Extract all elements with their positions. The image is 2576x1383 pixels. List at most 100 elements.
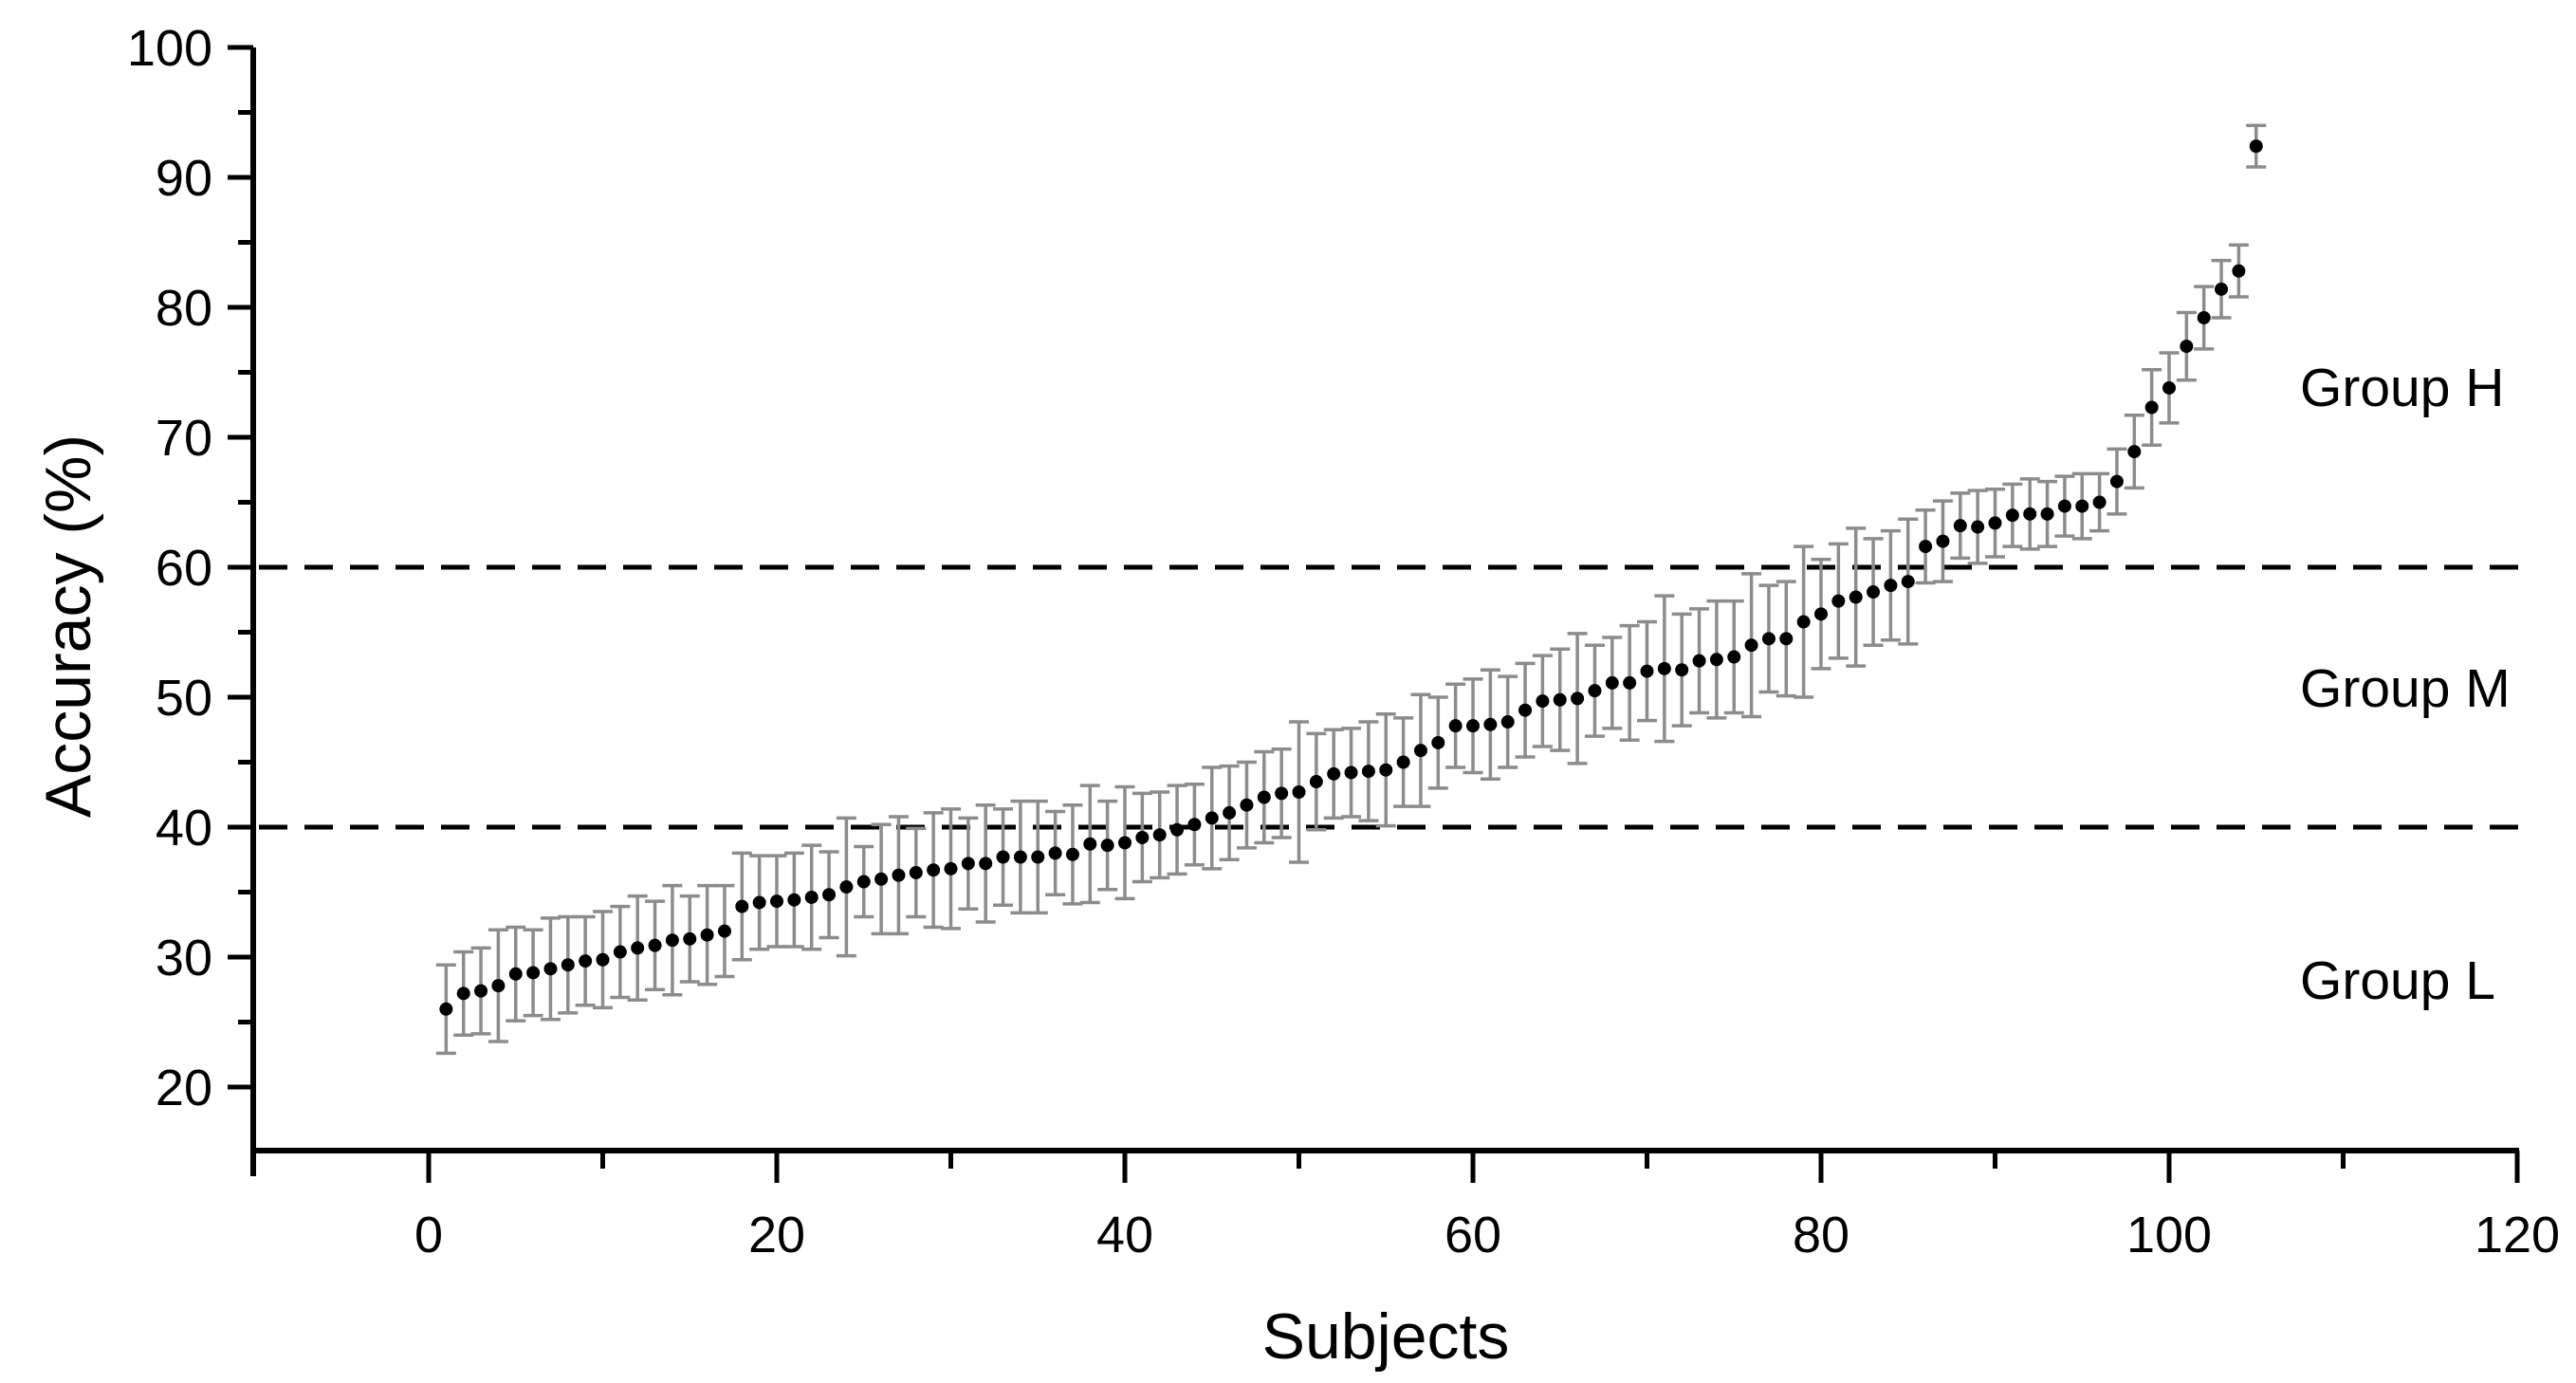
tick-marks bbox=[228, 45, 2520, 1183]
data-point bbox=[1779, 632, 1794, 646]
y-tick-label: 70 bbox=[156, 410, 212, 467]
x-axis-title: Subjects bbox=[1262, 1300, 1510, 1373]
data-point bbox=[1344, 765, 1358, 780]
y-tick-label: 80 bbox=[156, 280, 212, 337]
data-point bbox=[596, 952, 610, 967]
annotation-group-h: Group H bbox=[2300, 358, 2504, 418]
data-point bbox=[665, 933, 679, 948]
data-point bbox=[1936, 534, 1950, 548]
data-point bbox=[1709, 653, 1723, 667]
y-tick-label: 30 bbox=[156, 930, 212, 987]
data-point bbox=[1536, 694, 1550, 709]
data-point bbox=[1013, 850, 1027, 864]
data-point bbox=[1831, 594, 1846, 608]
data-point bbox=[1083, 837, 1097, 851]
data-point bbox=[1275, 786, 1289, 801]
data-point bbox=[1135, 830, 1150, 844]
data-point bbox=[1483, 717, 1498, 731]
y-tick-label: 20 bbox=[156, 1060, 212, 1116]
data-point bbox=[1727, 650, 1741, 664]
data-point bbox=[1761, 632, 1776, 646]
data-point bbox=[1884, 579, 1898, 593]
data-point bbox=[2144, 400, 2159, 415]
data-point bbox=[613, 945, 627, 959]
x-tick-label: 120 bbox=[2475, 1207, 2560, 1263]
data-point bbox=[909, 865, 923, 879]
data-point bbox=[1205, 811, 1219, 825]
data-point bbox=[1048, 846, 1062, 860]
y-tick-label: 90 bbox=[156, 150, 212, 207]
data-point bbox=[474, 984, 488, 998]
data-point bbox=[1500, 715, 1515, 729]
data-point bbox=[1796, 615, 1811, 629]
reference-lines bbox=[259, 564, 2519, 830]
data-point bbox=[927, 863, 941, 877]
data-points bbox=[439, 139, 2263, 1016]
data-point bbox=[752, 895, 766, 910]
data-point bbox=[1692, 654, 1706, 668]
axes bbox=[250, 47, 2519, 1176]
tick-labels: 0 20 40 60 80 100 120 20 30 40 50 60 70 80 90 100 bbox=[127, 20, 2560, 1263]
data-point bbox=[2057, 499, 2071, 513]
data-point bbox=[996, 850, 1010, 864]
data-point bbox=[1361, 765, 1375, 779]
x-tick-label: 100 bbox=[2126, 1207, 2212, 1263]
y-tick-label: 100 bbox=[127, 20, 212, 77]
data-point bbox=[1379, 763, 1393, 777]
data-point bbox=[2040, 507, 2054, 521]
data-point bbox=[944, 861, 958, 876]
data-point bbox=[1971, 520, 1985, 534]
data-point bbox=[892, 868, 906, 882]
data-point bbox=[1240, 798, 1254, 812]
data-point bbox=[1396, 755, 1410, 769]
data-point bbox=[1309, 775, 1323, 789]
data-point bbox=[1187, 818, 1202, 832]
data-point bbox=[700, 928, 714, 942]
data-point bbox=[2023, 507, 2037, 521]
data-point bbox=[1518, 703, 1533, 717]
data-point bbox=[561, 958, 575, 972]
data-point bbox=[1588, 684, 1602, 698]
data-point bbox=[2180, 340, 2194, 354]
data-point bbox=[1623, 675, 1637, 690]
data-point bbox=[2249, 139, 2263, 154]
data-point bbox=[1327, 766, 1341, 781]
data-point bbox=[1744, 638, 1758, 653]
data-point bbox=[804, 890, 819, 904]
data-point bbox=[648, 938, 662, 952]
annotations: Group H Group M Group L bbox=[2300, 358, 2511, 1011]
x-tick-label: 20 bbox=[748, 1207, 805, 1263]
data-point bbox=[439, 1002, 453, 1016]
data-point bbox=[1152, 828, 1167, 842]
data-point bbox=[683, 931, 697, 946]
y-axis-title: Accuracy (%) bbox=[32, 434, 104, 818]
data-point bbox=[856, 875, 871, 889]
y-tick-label: 40 bbox=[156, 800, 212, 857]
data-point bbox=[1257, 790, 1271, 804]
x-tick-label: 40 bbox=[1096, 1207, 1153, 1263]
data-point bbox=[491, 979, 506, 993]
data-point bbox=[1901, 575, 1915, 589]
annotation-group-m: Group M bbox=[2300, 658, 2511, 719]
data-point bbox=[1170, 822, 1185, 837]
x-tick-label: 80 bbox=[1793, 1207, 1849, 1263]
data-point bbox=[717, 924, 731, 938]
data-point bbox=[2197, 310, 2211, 324]
annotation-group-l: Group L bbox=[2300, 950, 2495, 1011]
data-point bbox=[1118, 836, 1132, 850]
data-point bbox=[2127, 445, 2142, 459]
data-point bbox=[770, 894, 783, 909]
data-point bbox=[2232, 264, 2246, 278]
data-point bbox=[1571, 692, 1585, 706]
data-point bbox=[1867, 585, 1881, 599]
data-point bbox=[1849, 590, 1863, 604]
x-tick-label: 0 bbox=[414, 1207, 443, 1263]
data-point bbox=[543, 962, 558, 976]
data-point bbox=[456, 987, 470, 1001]
data-point bbox=[1448, 719, 1463, 733]
data-point bbox=[1814, 607, 1828, 621]
data-point bbox=[508, 967, 523, 981]
data-point bbox=[979, 857, 993, 871]
